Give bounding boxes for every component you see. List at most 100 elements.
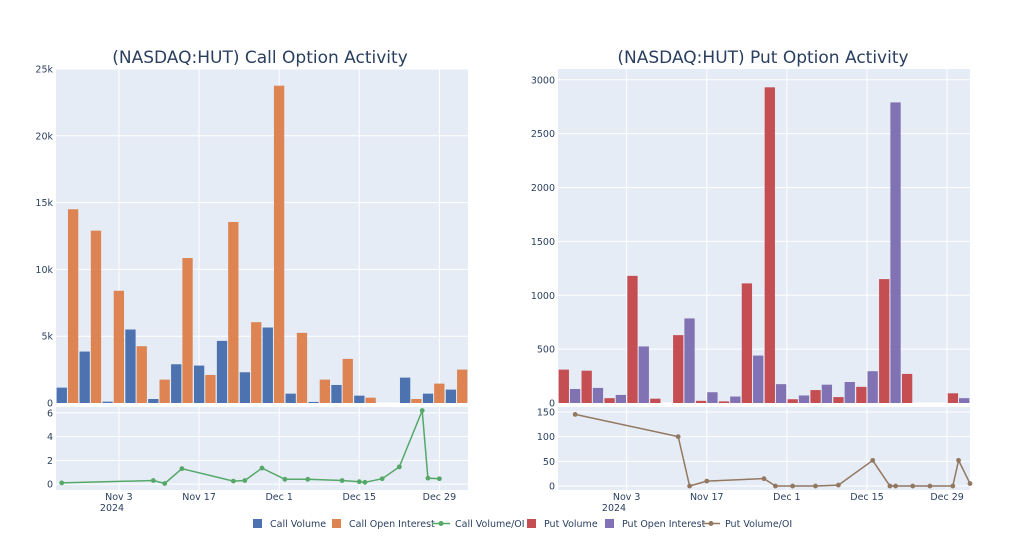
put-y-tick-label: 2000 <box>531 183 555 194</box>
legend: Call Volume Call Open Interest Call Volu… <box>253 519 792 530</box>
put-y-tick-label: 3000 <box>531 75 555 86</box>
call-open-interest-bar <box>342 358 353 403</box>
call-ratio-y-tick-label: 4 <box>47 432 53 443</box>
call-x-axis-ticks: Nov 3 Nov 17 Dec 1 Dec 15 Dec 29 <box>105 492 456 503</box>
call-ratio-point <box>305 476 311 482</box>
put-open-interest-bar <box>638 346 649 403</box>
call-open-interest-bar <box>136 346 147 403</box>
put-volume-bar <box>673 335 684 403</box>
call-open-interest-bar <box>182 258 193 403</box>
put-ratio-line <box>572 412 973 489</box>
put-volume-bar <box>741 283 753 403</box>
call-chart-title: (NASDAQ:HUT) Call Option Activity <box>112 48 408 68</box>
put-open-interest-bar <box>707 392 718 403</box>
call-open-interest-bar <box>434 383 445 403</box>
call-x-year-label: 2024 <box>100 503 124 514</box>
legend-marker-put-ratio <box>708 521 714 526</box>
legend-item-call-oi[interactable]: Call Open Interest <box>332 519 435 530</box>
put-open-interest-bar <box>730 396 741 403</box>
call-open-interest-bar <box>273 85 285 403</box>
call-volume-bar <box>56 387 67 403</box>
put-x-axis-ticks: Nov 3 Nov 17 Dec 1 Dec 15 Dec 29 <box>613 492 964 503</box>
call-volume-bar <box>102 401 113 403</box>
put-open-interest-bar <box>592 387 604 403</box>
call-ratio-point <box>259 465 265 471</box>
put-ratio-y-tick-label: 150 <box>537 407 555 418</box>
put-x-tick-label: Dec 15 <box>850 492 884 503</box>
call-ratio-point <box>230 478 236 484</box>
call-ratio-point <box>339 478 345 483</box>
legend-label-put-volume: Put Volume <box>544 519 598 530</box>
legend-swatch-call-volume <box>253 519 262 528</box>
put-ratio-point <box>761 476 767 482</box>
put-x-tick-label: Dec 29 <box>930 492 964 503</box>
call-ratio-point <box>59 480 65 486</box>
call-ratio-point <box>362 479 368 485</box>
put-volume-bar <box>764 87 775 403</box>
call-x-tick-label: Dec 1 <box>265 492 292 503</box>
call-open-interest-bar <box>205 374 216 403</box>
call-ratio-point <box>179 466 185 472</box>
put-ratio-point <box>572 412 578 417</box>
call-ratio-y-axis-ticks: 0 2 4 6 <box>47 408 53 490</box>
call-open-interest-bar <box>228 221 239 403</box>
legend-item-put-ratio[interactable]: Put Volume/OI <box>702 519 792 530</box>
put-y-axis-ticks: 0 500 1000 1500 2000 2500 3000 <box>531 75 555 409</box>
call-ratio-point <box>242 478 248 483</box>
put-volume-bar <box>604 398 615 403</box>
put-open-interest-bar <box>775 384 787 403</box>
put-ratio-y-tick-label: 50 <box>543 457 555 468</box>
call-open-interest-bar <box>296 332 308 403</box>
legend-label-put-oi: Put Open Interest <box>622 519 706 530</box>
put-ratio-y-tick-label: 0 <box>549 482 555 493</box>
legend-swatch-call-oi <box>332 519 341 528</box>
legend-label-put-ratio: Put Volume/OI <box>725 519 792 530</box>
call-x-tick-label: Nov 17 <box>182 492 216 503</box>
put-open-interest-bar <box>753 355 764 403</box>
put-ratio-point <box>967 481 973 486</box>
legend-item-call-ratio[interactable]: Call Volume/OI <box>432 519 525 530</box>
put-open-interest-bar <box>684 318 695 403</box>
call-x-tick-label: Dec 29 <box>423 492 457 503</box>
call-ratio-point <box>150 478 156 483</box>
call-volume-bar <box>262 327 273 403</box>
put-bars <box>558 87 970 404</box>
call-ratio-line <box>59 408 442 486</box>
put-ratio-point <box>870 457 876 463</box>
put-ratio-point <box>956 457 961 463</box>
put-ratio-y-tick-label: 100 <box>537 432 555 443</box>
put-volume-bar <box>901 373 913 403</box>
call-open-interest-bar <box>90 230 102 403</box>
legend-item-put-oi[interactable]: Put Open Interest <box>605 519 706 530</box>
put-open-interest-bar <box>890 102 901 404</box>
put-option-panel: (NASDAQ:HUT) Put Option Activity 0500100… <box>531 48 973 514</box>
call-ratio-y-tick-label: 6 <box>47 408 53 419</box>
put-volume-bar <box>787 399 798 403</box>
call-x-tick-label: Nov 3 <box>105 492 133 503</box>
call-ratio-point <box>396 464 402 470</box>
put-main-grid <box>558 69 970 404</box>
call-y-tick-label: 10k <box>35 265 53 276</box>
call-y-tick-label: 15k <box>35 198 53 209</box>
put-ratio-point <box>887 483 893 489</box>
put-ratio-point <box>910 483 916 489</box>
legend-item-put-volume[interactable]: Put Volume <box>527 519 598 530</box>
call-ratio-plot-area <box>56 407 468 490</box>
put-volume-bar <box>627 275 638 403</box>
put-open-interest-bar <box>867 371 878 403</box>
call-y-axis-ticks: 0 5k 10k 15k 20k 25k <box>35 65 53 410</box>
call-open-interest-bar <box>365 397 376 403</box>
call-volume-bar <box>171 364 182 403</box>
call-ratio-grid <box>56 407 468 490</box>
put-open-interest-bar <box>615 394 627 403</box>
legend-item-call-volume[interactable]: Call Volume <box>253 519 326 530</box>
legend-swatch-put-volume <box>527 519 536 528</box>
put-ratio-point <box>927 483 933 489</box>
put-y-tick-label: 1000 <box>531 291 555 302</box>
put-y-tick-label: 500 <box>537 345 555 356</box>
put-ratio-y-axis-ticks: 0 50 100 150 <box>537 407 555 492</box>
legend-marker-call-ratio <box>438 521 444 526</box>
call-open-interest-bar <box>251 322 262 403</box>
put-volume-bar <box>718 401 730 403</box>
legend-label-call-oi: Call Open Interest <box>349 519 435 530</box>
